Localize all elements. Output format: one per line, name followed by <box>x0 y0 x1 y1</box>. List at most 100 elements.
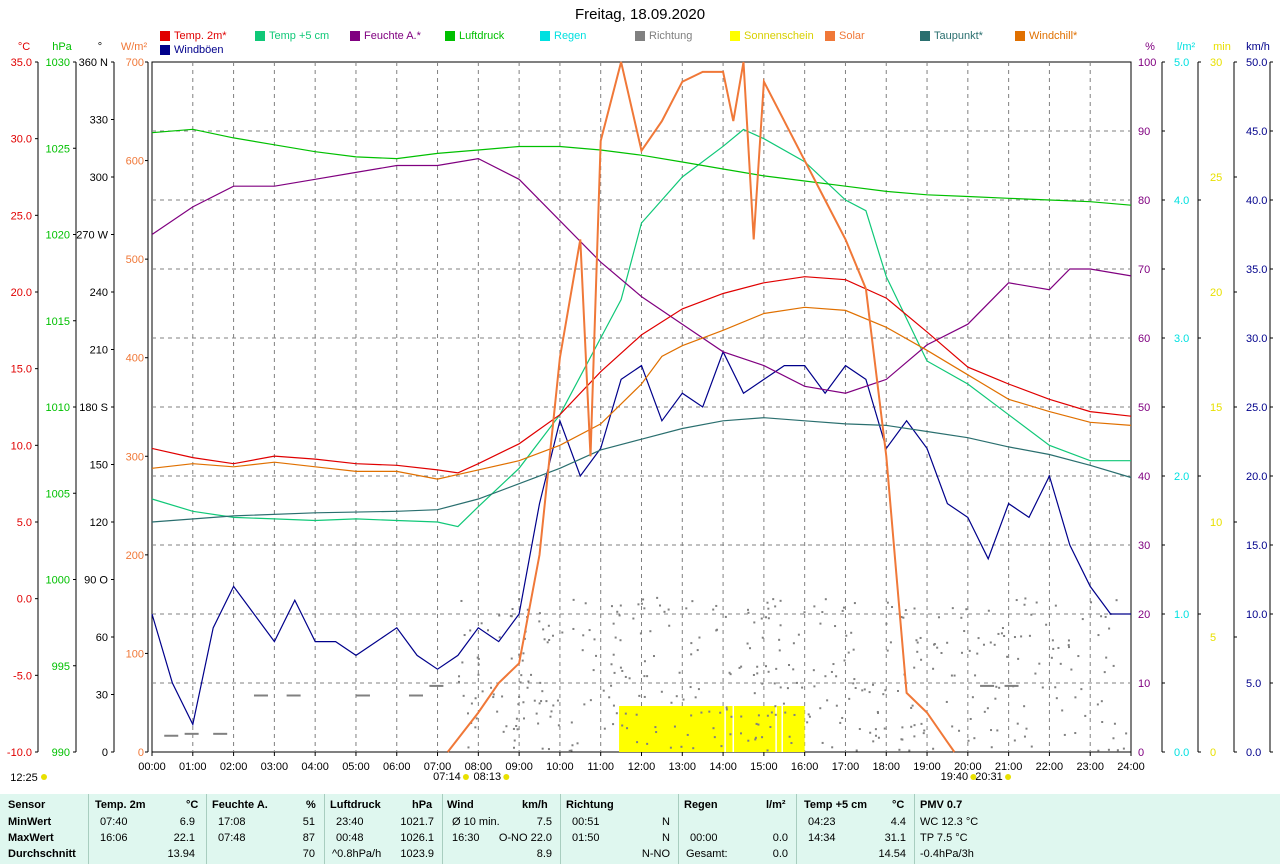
direction-point <box>467 746 470 749</box>
direction-point <box>765 616 768 619</box>
direction-point <box>543 638 546 641</box>
stats-max-rain-val: 0.0 <box>772 832 788 844</box>
stats-min-dir-val: N <box>662 816 670 828</box>
direction-point <box>900 615 903 618</box>
direction-point <box>808 715 811 718</box>
direction-point <box>770 711 773 714</box>
sunrise-marker-icon <box>462 774 469 780</box>
axis-tick-label-solar: 500 <box>126 254 144 266</box>
axis-tick-label-wind: 15.0 <box>1246 540 1267 552</box>
direction-point <box>632 617 635 620</box>
direction-point <box>516 728 519 731</box>
legend-item: Windchill* <box>1015 30 1077 42</box>
direction-point <box>1034 672 1037 675</box>
direction-point <box>902 616 905 619</box>
direction-point <box>769 725 772 728</box>
legend-label: Feuchte A.* <box>364 30 421 42</box>
direction-point <box>842 606 845 609</box>
direction-point <box>637 603 640 606</box>
axis-tick-label-rain: 4.0 <box>1174 195 1189 207</box>
stats-avg-hum-val: 70 <box>302 848 315 860</box>
direction-point <box>713 736 716 739</box>
direction-point <box>660 690 663 693</box>
direction-point <box>760 617 763 620</box>
axis-tick-label-press: 1015 <box>46 316 70 328</box>
direction-point <box>498 636 501 639</box>
direction-point <box>572 598 575 601</box>
direction-point <box>643 607 646 610</box>
series-line-luftdruck <box>151 128 1132 206</box>
direction-point <box>1030 613 1033 616</box>
direction-point <box>457 680 460 683</box>
stats-max-pmv: TP 7.5 °C <box>920 832 968 844</box>
axis-unit-dir: ° <box>98 41 102 53</box>
stats-avg-press-val: 1023.9 <box>400 848 434 860</box>
legend-item: Luftdruck <box>445 30 504 42</box>
direction-point <box>756 672 759 675</box>
axis-tick-label-sun: 10 <box>1210 517 1222 529</box>
direction-point <box>690 653 693 656</box>
direction-point <box>761 636 764 639</box>
x-tick-label: 14:00 <box>709 761 737 773</box>
direction-point <box>719 711 722 714</box>
direction-point <box>1105 656 1108 659</box>
direction-point <box>477 663 480 666</box>
axis-unit-rain: l/m² <box>1177 41 1196 53</box>
stats-min-hum-time: 17:08 <box>218 816 246 828</box>
axis-tick-label-solar: 400 <box>126 353 144 365</box>
axis-tick-label-sun: 15 <box>1210 402 1222 414</box>
axis-tick-label-dir: 30 <box>96 690 108 702</box>
axis-tick-label-solar: 100 <box>126 648 144 660</box>
direction-point <box>1097 749 1100 752</box>
direction-point <box>635 713 638 716</box>
direction-point <box>480 622 483 625</box>
direction-point <box>570 721 573 724</box>
direction-point <box>901 738 904 741</box>
civil-dawn-marker: 08:13 <box>474 771 502 783</box>
direction-point <box>1097 634 1100 637</box>
x-tick-label: 04:00 <box>301 761 329 773</box>
direction-point <box>610 684 613 687</box>
direction-point <box>692 747 695 750</box>
direction-point <box>960 651 963 654</box>
direction-point <box>916 650 919 653</box>
x-tick-label: 20:00 <box>954 761 982 773</box>
direction-point <box>747 608 750 611</box>
x-tick-label: 16:00 <box>791 761 819 773</box>
axis-unit-hum: % <box>1145 41 1155 53</box>
x-tick-label: 08:00 <box>465 761 493 773</box>
direction-point <box>621 669 624 672</box>
axis-tick-label-temp: 0.0 <box>17 594 32 606</box>
stats-header-temp2m-unit: °C <box>186 799 199 811</box>
direction-point <box>501 695 504 698</box>
direction-point <box>953 674 956 677</box>
direction-point <box>1090 601 1093 604</box>
direction-point <box>481 690 484 693</box>
direction-point <box>1016 722 1019 725</box>
direction-point <box>784 711 787 714</box>
stats-min-t2-val: 6.9 <box>179 816 195 828</box>
direction-point <box>946 641 949 644</box>
direction-point <box>821 611 824 614</box>
direction-point <box>548 638 551 641</box>
direction-point <box>667 608 670 611</box>
direction-point <box>550 710 553 713</box>
direction-point <box>576 742 579 745</box>
direction-point <box>612 622 615 625</box>
direction-point <box>874 728 877 731</box>
direction-point <box>1045 623 1048 626</box>
stats-min-wind-val: 7.5 <box>536 816 552 828</box>
direction-point <box>1080 688 1083 691</box>
axis-tick-label-solar: 700 <box>126 57 144 69</box>
axis-tick-label-dir: 90 O <box>84 575 108 587</box>
stats-min-hum-val: 51 <box>302 816 315 828</box>
direction-point <box>950 674 953 677</box>
direction-point <box>913 735 916 738</box>
direction-point <box>612 723 615 726</box>
stats-max-hum-val: 87 <box>302 832 315 844</box>
direction-point <box>540 700 543 703</box>
direction-point <box>612 653 615 656</box>
direction-point <box>526 686 529 689</box>
x-tick-label: 15:00 <box>750 761 778 773</box>
direction-point <box>505 725 508 728</box>
